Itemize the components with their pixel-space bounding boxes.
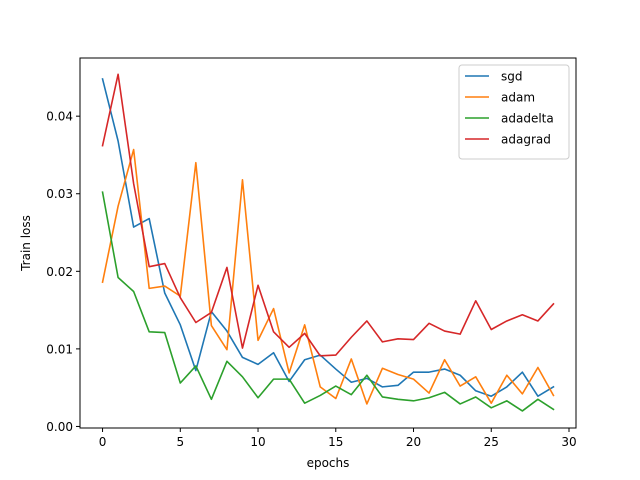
series-line-adam bbox=[101, 148, 555, 405]
series-line-adadelta bbox=[101, 191, 555, 412]
series-layer bbox=[101, 73, 555, 412]
y-tick-label: 0.04 bbox=[46, 110, 73, 124]
x-tick-label: 25 bbox=[484, 435, 499, 449]
legend-label-adam: adam bbox=[501, 91, 535, 105]
x-tick-label: 0 bbox=[99, 435, 107, 449]
legend-label-sgd: sgd bbox=[501, 70, 523, 84]
y-tick-label: 0.02 bbox=[46, 265, 73, 279]
y-tick-label: 0.01 bbox=[46, 342, 73, 356]
x-axis: 0 5 10 15 20 25 30 bbox=[99, 428, 577, 449]
y-axis: 0.00 0.01 0.02 0.03 0.04 bbox=[46, 110, 80, 434]
legend: sgd adam adadelta adagrad bbox=[458, 64, 570, 160]
legend-box bbox=[458, 64, 570, 160]
x-axis-label: epochs bbox=[307, 456, 350, 470]
legend-label-adadelta: adadelta bbox=[501, 112, 554, 126]
x-tick-label: 30 bbox=[561, 435, 576, 449]
y-tick-label: 0.00 bbox=[46, 420, 73, 434]
plot-frame bbox=[79, 57, 577, 429]
y-tick-label: 0.03 bbox=[46, 187, 73, 201]
x-tick-label: 5 bbox=[176, 435, 184, 449]
legend-label-adagrad: adagrad bbox=[501, 133, 551, 147]
x-tick-label: 20 bbox=[406, 435, 421, 449]
y-axis-label: Train loss bbox=[19, 215, 33, 272]
x-tick-label: 10 bbox=[250, 435, 265, 449]
series-line-sgd bbox=[101, 77, 555, 398]
x-tick-label: 15 bbox=[328, 435, 343, 449]
series-line-adagrad bbox=[101, 73, 555, 357]
